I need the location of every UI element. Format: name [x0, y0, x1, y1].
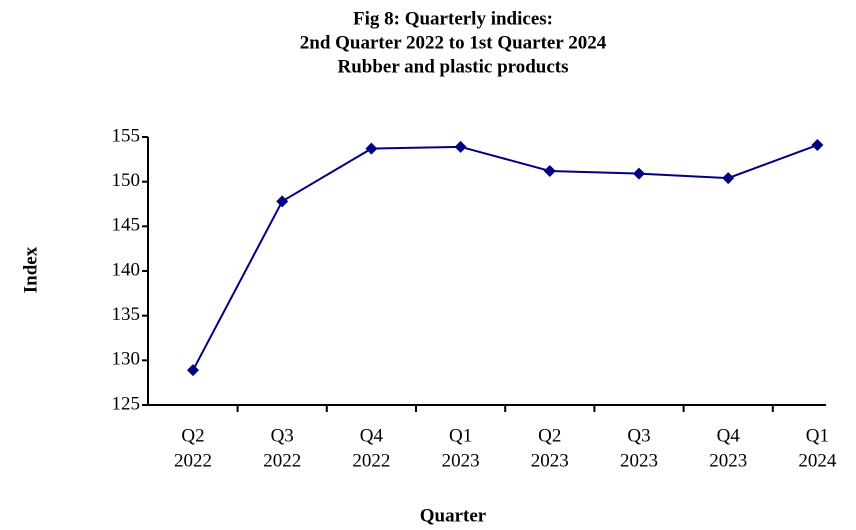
- x-tick-label: 2023: [531, 450, 569, 471]
- marker: [454, 140, 467, 153]
- chart-title: Fig 8: Quarterly indices:: [353, 8, 553, 29]
- x-tick-label: 2023: [709, 450, 747, 471]
- y-tick-label: 150: [112, 170, 141, 191]
- marker: [365, 142, 378, 155]
- y-tick-label: 125: [112, 393, 141, 414]
- x-tick-label: Q1: [449, 425, 472, 446]
- marker: [811, 139, 824, 152]
- y-axis-label: Index: [20, 246, 41, 293]
- y-tick-label: 130: [112, 349, 141, 370]
- x-tick-label: Q2: [181, 425, 204, 446]
- marker: [722, 172, 735, 185]
- y-tick-label: 140: [112, 259, 141, 280]
- x-tick-label: 2022: [263, 450, 301, 471]
- y-tick-label: 145: [112, 215, 141, 236]
- x-axis-label: Quarter: [420, 505, 487, 526]
- x-tick-label: Q3: [271, 425, 294, 446]
- chart-title: Rubber and plastic products: [337, 56, 568, 77]
- x-tick-label: 2022: [352, 450, 390, 471]
- x-tick-label: Q3: [627, 425, 650, 446]
- x-tick-label: 2024: [798, 450, 837, 471]
- marker: [543, 164, 556, 177]
- y-tick-label: 135: [112, 304, 141, 325]
- x-tick-label: Q4: [717, 425, 741, 446]
- x-tick-label: Q2: [538, 425, 561, 446]
- line: [192, 144, 818, 371]
- x-tick-label: Q1: [806, 425, 829, 446]
- x-tick-label: 2023: [620, 450, 658, 471]
- x-tick-label: Q4: [360, 425, 384, 446]
- x-tick-label: 2022: [174, 450, 212, 471]
- marker: [276, 195, 289, 208]
- marker: [187, 364, 199, 377]
- x-tick-label: 2023: [442, 450, 480, 471]
- chart-title: 2nd Quarter 2022 to 1st Quarter 2024: [300, 32, 607, 53]
- y-tick-label: 155: [112, 125, 141, 146]
- marker: [633, 167, 645, 180]
